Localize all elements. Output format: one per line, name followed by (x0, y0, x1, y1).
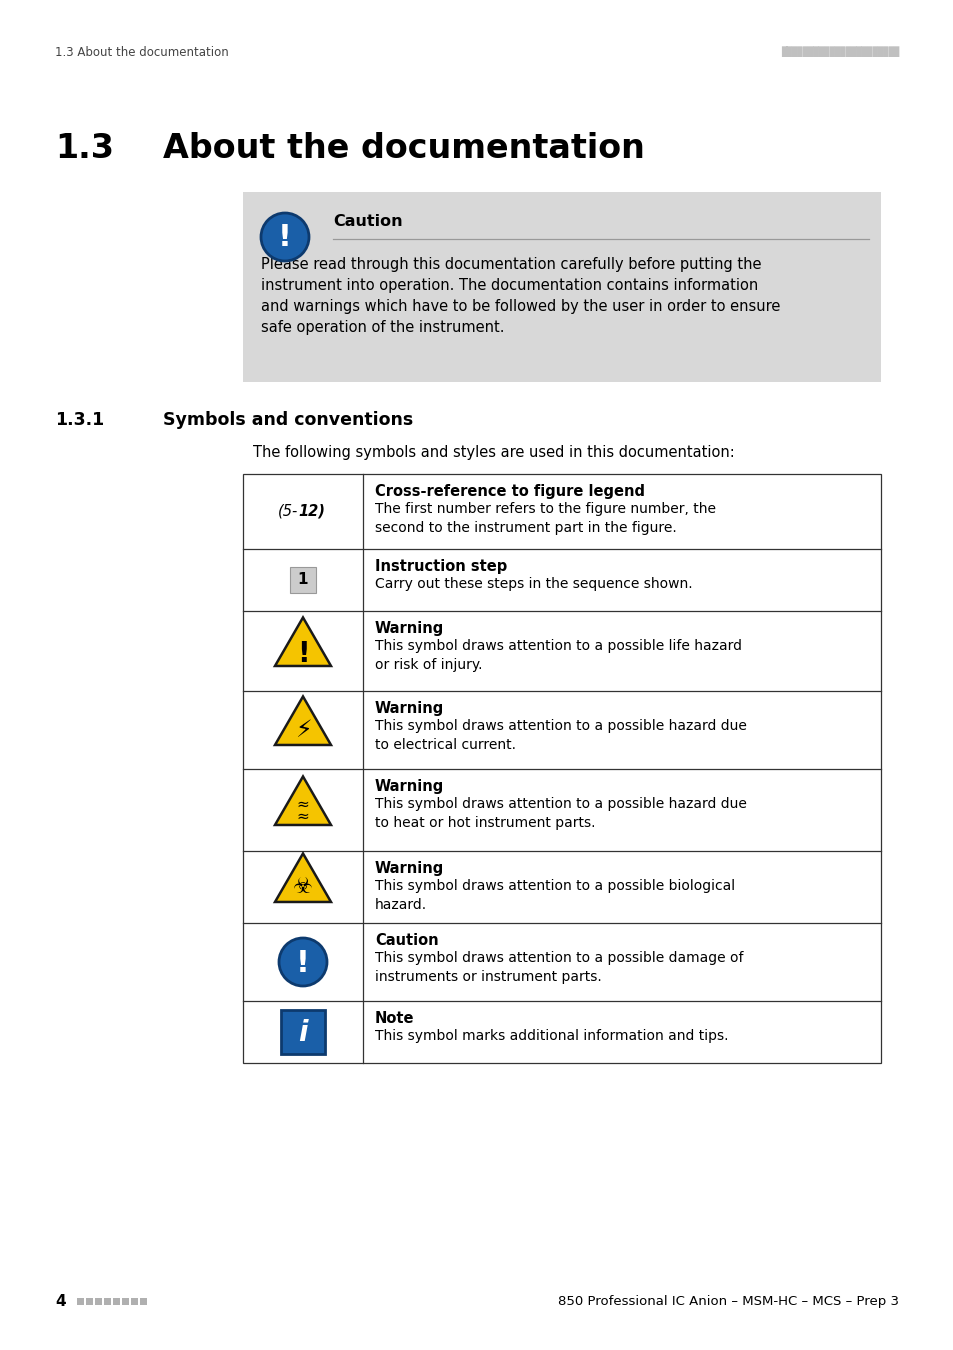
Bar (77, 1297, 84, 1305)
Text: Cross-reference to figure legend: Cross-reference to figure legend (375, 485, 644, 500)
Text: 1: 1 (297, 572, 308, 587)
Bar (104, 1297, 111, 1305)
Bar (290, 567, 315, 593)
Text: Caution: Caution (375, 933, 438, 948)
Text: Warning: Warning (375, 779, 444, 794)
Text: ≈
≈: ≈ ≈ (296, 796, 309, 825)
Text: hazard.: hazard. (375, 898, 427, 913)
Text: 1.3: 1.3 (55, 131, 113, 165)
Text: This symbol draws attention to a possible hazard due: This symbol draws attention to a possibl… (375, 796, 746, 811)
Text: second to the instrument part in the figure.: second to the instrument part in the fig… (375, 521, 676, 535)
Text: Please read through this documentation carefully before putting the: Please read through this documentation c… (261, 256, 760, 271)
Text: instrument into operation. The documentation contains information: instrument into operation. The documenta… (261, 278, 758, 293)
Text: 1.3.1: 1.3.1 (55, 410, 104, 429)
Text: instruments or instrument parts.: instruments or instrument parts. (375, 971, 601, 984)
Text: to electrical current.: to electrical current. (375, 738, 516, 752)
Text: Warning: Warning (375, 701, 444, 716)
Text: Carry out these steps in the sequence shown.: Carry out these steps in the sequence sh… (375, 576, 692, 591)
Bar (95, 1297, 102, 1305)
Text: The first number refers to the figure number, the: The first number refers to the figure nu… (375, 502, 716, 516)
Bar (131, 1297, 138, 1305)
Polygon shape (274, 617, 331, 666)
Text: !: ! (296, 640, 309, 668)
Text: !: ! (277, 224, 292, 252)
Text: Warning: Warning (375, 861, 444, 876)
Text: Warning: Warning (375, 621, 444, 636)
Text: Note: Note (375, 1011, 414, 1026)
Polygon shape (274, 853, 331, 902)
Text: ☣: ☣ (293, 878, 313, 898)
Bar (140, 1297, 147, 1305)
Bar (243, 474, 880, 1062)
Text: Caution: Caution (333, 215, 402, 230)
Text: The following symbols and styles are used in this documentation:: The following symbols and styles are use… (253, 446, 734, 460)
Circle shape (261, 213, 309, 261)
Text: ⚡: ⚡ (294, 718, 311, 743)
Text: 12): 12) (297, 504, 325, 518)
Bar (243, 192, 880, 382)
Bar (122, 1297, 129, 1305)
Text: or risk of injury.: or risk of injury. (375, 657, 482, 672)
Polygon shape (274, 697, 331, 745)
Text: 1.3 About the documentation: 1.3 About the documentation (55, 46, 229, 58)
FancyBboxPatch shape (281, 1010, 325, 1054)
Text: Symbols and conventions: Symbols and conventions (163, 410, 413, 429)
Text: !: ! (295, 949, 310, 977)
Bar (86, 1297, 92, 1305)
Text: to heat or hot instrument parts.: to heat or hot instrument parts. (375, 815, 595, 830)
Polygon shape (274, 776, 331, 825)
Circle shape (278, 938, 327, 985)
Bar (112, 1297, 120, 1305)
Text: ██████████████████████: ██████████████████████ (780, 47, 898, 57)
Text: Instruction step: Instruction step (375, 559, 507, 574)
Text: 4: 4 (55, 1295, 66, 1309)
Text: and warnings which have to be followed by the user in order to ensure: and warnings which have to be followed b… (261, 298, 780, 315)
Text: This symbol marks additional information and tips.: This symbol marks additional information… (375, 1029, 728, 1044)
Text: This symbol draws attention to a possible biological: This symbol draws attention to a possibl… (375, 879, 735, 892)
Text: This symbol draws attention to a possible life hazard: This symbol draws attention to a possibl… (375, 639, 741, 653)
Text: safe operation of the instrument.: safe operation of the instrument. (261, 320, 504, 335)
Text: (5-: (5- (277, 504, 297, 518)
Text: This symbol draws attention to a possible hazard due: This symbol draws attention to a possibl… (375, 720, 746, 733)
Text: i: i (298, 1019, 308, 1048)
Text: About the documentation: About the documentation (163, 131, 644, 165)
Text: This symbol draws attention to a possible damage of: This symbol draws attention to a possibl… (375, 950, 742, 965)
Text: 850 Professional IC Anion – MSM-HC – MCS – Prep 3: 850 Professional IC Anion – MSM-HC – MCS… (558, 1296, 898, 1308)
